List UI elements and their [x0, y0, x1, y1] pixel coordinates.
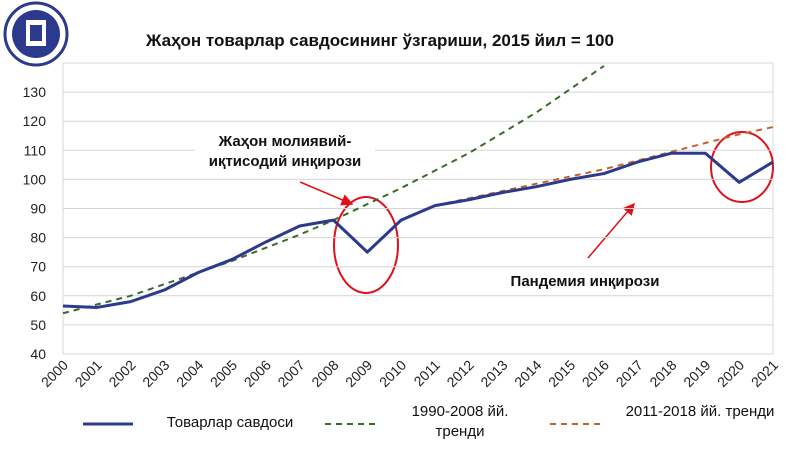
x-tick-label: 2020 [714, 357, 747, 390]
y-tick-label: 60 [30, 288, 46, 304]
arrow [587, 202, 635, 259]
y-tick-label: 100 [23, 171, 47, 187]
y-tick-label: 110 [24, 142, 47, 158]
legend-label: 1990-2008 йй. тренди [411, 403, 509, 440]
y-tick-label: 80 [30, 230, 46, 246]
x-tick-label: 2006 [241, 357, 274, 390]
legend-label: Товарлар савдоси [166, 414, 294, 431]
highlight [710, 131, 774, 203]
chart-title: Жаҳон товарлар савдосининг ўзгариши, 201… [145, 31, 614, 50]
annotation: Жаҳон молиявий-иқтисодий инқирози [195, 132, 375, 172]
y-tick-label: 70 [30, 259, 46, 275]
y-tick-label: 120 [23, 113, 47, 129]
x-tick-label: 2016 [579, 357, 612, 390]
annotation: Пандемия инқирози [490, 273, 680, 290]
x-tick-label: 2007 [274, 357, 307, 390]
x-tick-label: 2014 [511, 357, 544, 390]
x-tick-label: 2002 [105, 357, 138, 390]
y-tick-label: 50 [30, 317, 46, 333]
x-tick-label: 2017 [613, 357, 646, 390]
x-tick-label: 2019 [680, 357, 713, 390]
x-tick-label: 2004 [173, 357, 206, 390]
y-tick-label: 40 [30, 346, 46, 362]
logo [3, 1, 69, 67]
x-tick-label: 2021 [748, 357, 781, 390]
x-tick-label: 2003 [139, 357, 172, 390]
x-tick-label: 2013 [477, 357, 510, 390]
y-tick-label: 90 [30, 201, 46, 217]
x-tick-label: 2012 [443, 357, 476, 390]
x-tick-label: 2010 [376, 357, 409, 390]
x-tick-label: 2008 [308, 357, 341, 390]
x-tick-label: 2001 [72, 357, 105, 390]
arrow [299, 181, 354, 206]
series-line [62, 151, 774, 309]
highlight [333, 196, 399, 294]
y-tick-label: 130 [23, 84, 47, 100]
x-tick-label: 2005 [207, 357, 240, 390]
x-tick-label: 2011 [410, 357, 443, 390]
legend-label: 2011-2018 йй. тренди [625, 403, 775, 420]
x-tick-label: 2009 [342, 357, 375, 390]
x-tick-label: 2018 [646, 357, 679, 390]
x-tick-label: 2015 [545, 357, 578, 390]
